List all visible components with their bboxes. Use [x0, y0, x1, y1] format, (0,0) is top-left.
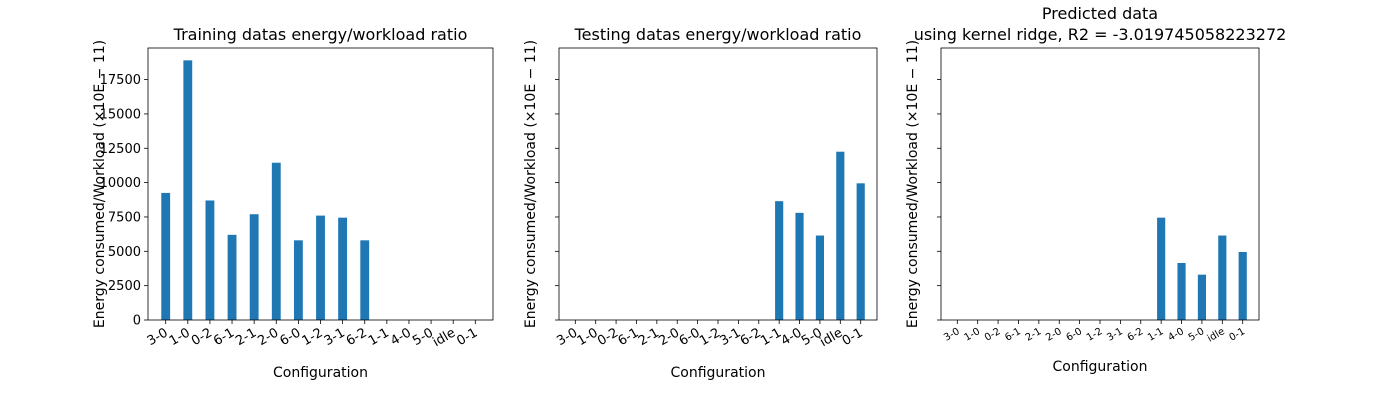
y-axis-label: Energy consumed/Workload (×10E − 11) [92, 40, 108, 328]
x-axis-label: Configuration [273, 365, 368, 381]
chart-panel-1: 0250050007500100001250015000175003-01-00… [92, 25, 494, 381]
chart-title: using kernel ridge, R2 = -3.019745058223… [914, 25, 1287, 44]
y-tick-label: 2500 [108, 279, 141, 294]
bar-idle [836, 151, 845, 320]
y-tick-label: 15000 [100, 107, 141, 122]
x-tick-label: 5-0 [1187, 326, 1207, 344]
y-tick-label: 0 [133, 314, 141, 329]
chart-title: Training datas energy/workload ratio [173, 25, 468, 44]
x-tick-label: 1-1 [1146, 326, 1166, 344]
bar-2-0 [271, 162, 281, 320]
bar-4-0 [1177, 262, 1186, 320]
y-tick-label: 7500 [108, 210, 141, 225]
x-tick-label: 0-1 [454, 325, 480, 349]
x-tick-label: 6-1 [1003, 326, 1023, 344]
axes-frame [558, 47, 878, 321]
chart-title: Testing datas energy/workload ratio [574, 25, 862, 44]
bar-0-1 [1238, 252, 1247, 320]
x-tick-label: idle [430, 325, 458, 350]
x-tick-label: 0-2 [983, 326, 1003, 344]
y-tick-label: 12500 [100, 142, 141, 157]
bar-5-0 [815, 235, 824, 320]
bar-1-1 [1157, 217, 1166, 320]
y-axis-label: Energy consumed/Workload (×10E − 11) [523, 40, 539, 328]
y-tick-label: 17500 [100, 73, 141, 88]
x-tick-label: 3-1 [1105, 326, 1125, 344]
x-tick-label: 1-2 [1085, 326, 1105, 344]
x-tick-label: 6-0 [1064, 326, 1084, 344]
x-axis-label: Configuration [1053, 359, 1148, 375]
bar-0-1 [856, 183, 865, 320]
bar-6-1 [227, 234, 237, 320]
x-axis-label: Configuration [671, 365, 766, 381]
bar-idle [1218, 235, 1227, 320]
bar-2-1 [249, 214, 259, 320]
chart-panel-3: 3-0 1-0 0-2 6-1 2-1 2-0 6-0 1-2 3-1 6-2 1-1 4-0 5-0 i… [905, 4, 1286, 375]
bar-4-0 [795, 212, 804, 320]
bar-6-0 [293, 240, 303, 320]
bar-0-2 [205, 200, 215, 320]
x-tick-label: 0-1 [1228, 326, 1248, 344]
bar-5-0 [1197, 274, 1206, 320]
bar-1-2 [316, 215, 325, 320]
y-tick-label: 10000 [100, 176, 141, 191]
bar-3-0 [161, 192, 171, 320]
x-tick-label: idle [1206, 326, 1227, 345]
bar-1-1 [775, 201, 784, 320]
axes-frame [940, 47, 1260, 321]
y-axis-label: Energy consumed/Workload (×10E − 11) [905, 40, 921, 328]
x-tick-label: 1-0 [963, 326, 983, 344]
x-tick-label: 2-1 [1024, 326, 1044, 344]
x-tick-label: 4-0 [1166, 326, 1186, 344]
x-tick-label: 6-2 [1126, 326, 1146, 344]
x-tick-label: 3-0 [942, 326, 962, 344]
bar-1-0 [183, 60, 193, 321]
x-tick-label: 0-1 [840, 325, 866, 349]
chart-panel-2: 3-01-00-26-12-12-06-01-23-16-21-14-05-0i… [523, 25, 878, 381]
x-tick-label: 2-0 [1044, 326, 1064, 344]
y-tick-label: 5000 [108, 245, 141, 260]
bar-3-1 [338, 217, 348, 320]
chart-title: Predicted data [1042, 4, 1158, 23]
bar-6-2 [360, 240, 370, 320]
